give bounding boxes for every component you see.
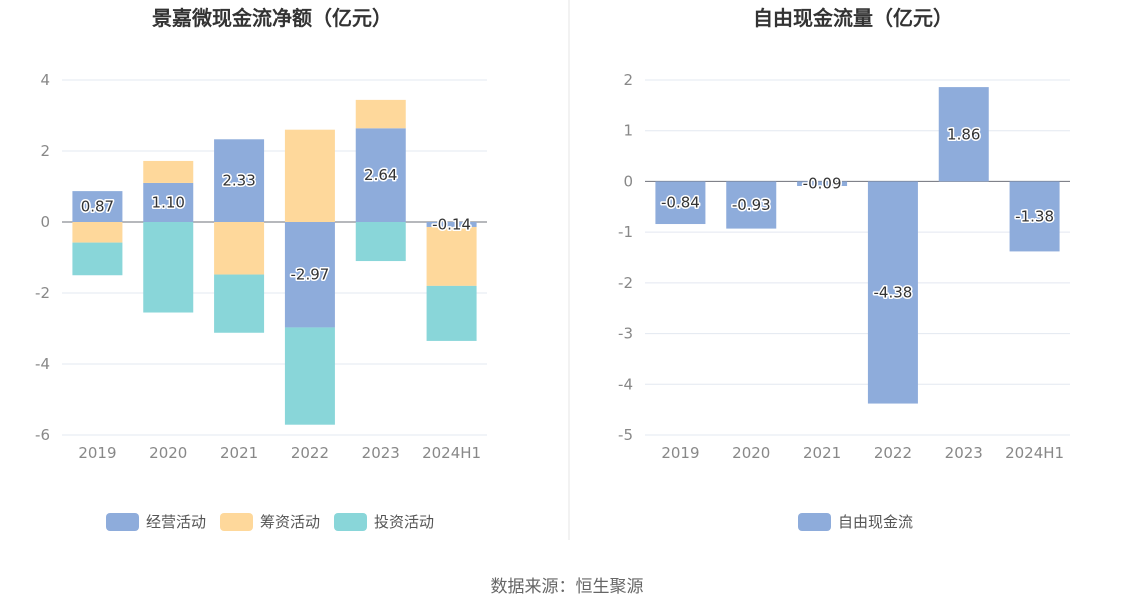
legend-label[interactable]: 筹资活动 (260, 513, 320, 531)
bar-data-label: 2.64 (364, 166, 397, 184)
x-tick-label: 2021 (803, 444, 841, 462)
free-cashflow-chart: 自由现金流量（亿元） 2 1 0 -1 -2 -3 -4 -5 2019 2020 2021 2022… (618, 6, 1070, 531)
legend-label[interactable]: 经营活动 (146, 513, 206, 531)
cashflow-net-grid: 4 2 0 -2 -4 -6 2019 2020 2021 2022 2023 2024H1 (35, 71, 487, 462)
bar-primary[interactable] (938, 87, 989, 182)
y-tick-label: 4 (40, 71, 50, 89)
x-tick-label: 2021 (220, 444, 258, 462)
x-tick-label: 2019 (661, 444, 699, 462)
bar-series-1[interactable] (426, 226, 477, 286)
bar-series-2[interactable] (143, 222, 194, 313)
x-tick-label: 2019 (78, 444, 116, 462)
bar-primary[interactable] (867, 181, 918, 404)
bar-primary[interactable] (655, 181, 706, 225)
bar-series-2[interactable] (214, 274, 265, 333)
bar-primary[interactable] (284, 222, 335, 328)
bar-data-label: 0.87 (81, 198, 114, 216)
bar-primary[interactable] (426, 222, 477, 227)
free-cashflow-data-labels: -0.84 -0.93 -0.09 -4.38 1.86 -1.38 (660, 124, 1056, 303)
y-tick-label: -3 (618, 325, 633, 343)
x-tick-label: 2024H1 (422, 444, 481, 462)
bar-data-label: -0.14 (432, 215, 471, 233)
bar-series-1[interactable] (284, 129, 335, 222)
bar-series-1[interactable] (143, 160, 194, 183)
bar-data-label: -0.84 (661, 194, 700, 212)
y-tick-label: 2 (40, 142, 50, 160)
bar-series-1[interactable] (355, 99, 406, 129)
y-tick-label: 0 (40, 213, 50, 231)
cashflow-net-chart-title: 景嘉微现金流净额（亿元） (152, 6, 392, 30)
bar-series-2[interactable] (284, 327, 335, 425)
bar-data-label: -0.09 (803, 175, 842, 193)
y-tick-label: -4 (35, 355, 50, 373)
cashflow-net-legend[interactable]: 经营活动 筹资活动 投资活动 (106, 513, 434, 531)
bar-primary[interactable] (726, 181, 777, 229)
bar-series-1[interactable] (72, 222, 123, 243)
free-cashflow-bars (655, 87, 1060, 404)
cashflow-net-chart: 景嘉微现金流净额（亿元） 4 2 0 -2 -4 -6 2019 2020 2021 2022 20… (35, 6, 487, 531)
free-cashflow-legend[interactable]: 自由现金流 (798, 513, 913, 531)
x-tick-label: 2022 (291, 444, 329, 462)
bar-primary[interactable] (355, 128, 406, 222)
x-tick-label: 2020 (149, 444, 187, 462)
bar-data-label: -1.38 (1015, 207, 1054, 225)
bar-series-2[interactable] (72, 242, 123, 276)
y-tick-label: -6 (35, 426, 50, 444)
bar-series-1[interactable] (214, 222, 265, 275)
y-tick-label: -2 (618, 274, 633, 292)
cashflow-net-data-labels: 0.87 1.10 2.33 -2.97 2.64 -0.14 (79, 165, 472, 286)
legend-label[interactable]: 自由现金流 (838, 513, 913, 531)
free-cashflow-grid: 2 1 0 -1 -2 -3 -4 -5 2019 2020 2021 2022 2023 2024H1 (618, 71, 1070, 462)
bar-primary[interactable] (214, 139, 265, 222)
legend-swatch[interactable] (220, 513, 253, 531)
bar-data-label: -4.38 (874, 283, 913, 301)
bar-data-label: -0.93 (732, 196, 771, 214)
bar-series-2[interactable] (426, 285, 477, 341)
bar-primary[interactable] (1009, 181, 1060, 252)
bar-data-label: -2.97 (291, 266, 330, 284)
bar-data-label: 2.33 (222, 172, 255, 190)
data-source-note: 数据来源：恒生聚源 (491, 577, 644, 597)
x-tick-label: 2023 (945, 444, 983, 462)
y-tick-label: -1 (618, 223, 633, 241)
x-tick-label: 2022 (874, 444, 912, 462)
cashflow-net-bars (72, 99, 477, 425)
x-tick-label: 2020 (732, 444, 770, 462)
legend-swatch[interactable] (798, 513, 831, 531)
free-cashflow-chart-title: 自由现金流量（亿元） (753, 6, 953, 30)
x-tick-label: 2023 (362, 444, 400, 462)
bar-data-label: 1.86 (947, 125, 980, 143)
bar-primary[interactable] (143, 182, 194, 222)
y-tick-label: 1 (623, 122, 633, 140)
y-tick-label: -4 (618, 375, 633, 393)
bar-primary[interactable] (797, 181, 848, 186)
y-tick-label: 0 (623, 172, 633, 190)
y-tick-label: -5 (618, 426, 633, 444)
x-tick-label: 2024H1 (1005, 444, 1064, 462)
y-tick-label: -2 (35, 284, 50, 302)
y-tick-label: 2 (623, 71, 633, 89)
legend-label[interactable]: 投资活动 (374, 513, 434, 531)
legend-swatch[interactable] (106, 513, 139, 531)
bar-primary[interactable] (72, 191, 123, 222)
bar-series-2[interactable] (355, 222, 406, 262)
legend-swatch[interactable] (334, 513, 367, 531)
bar-data-label: 1.10 (152, 193, 185, 211)
